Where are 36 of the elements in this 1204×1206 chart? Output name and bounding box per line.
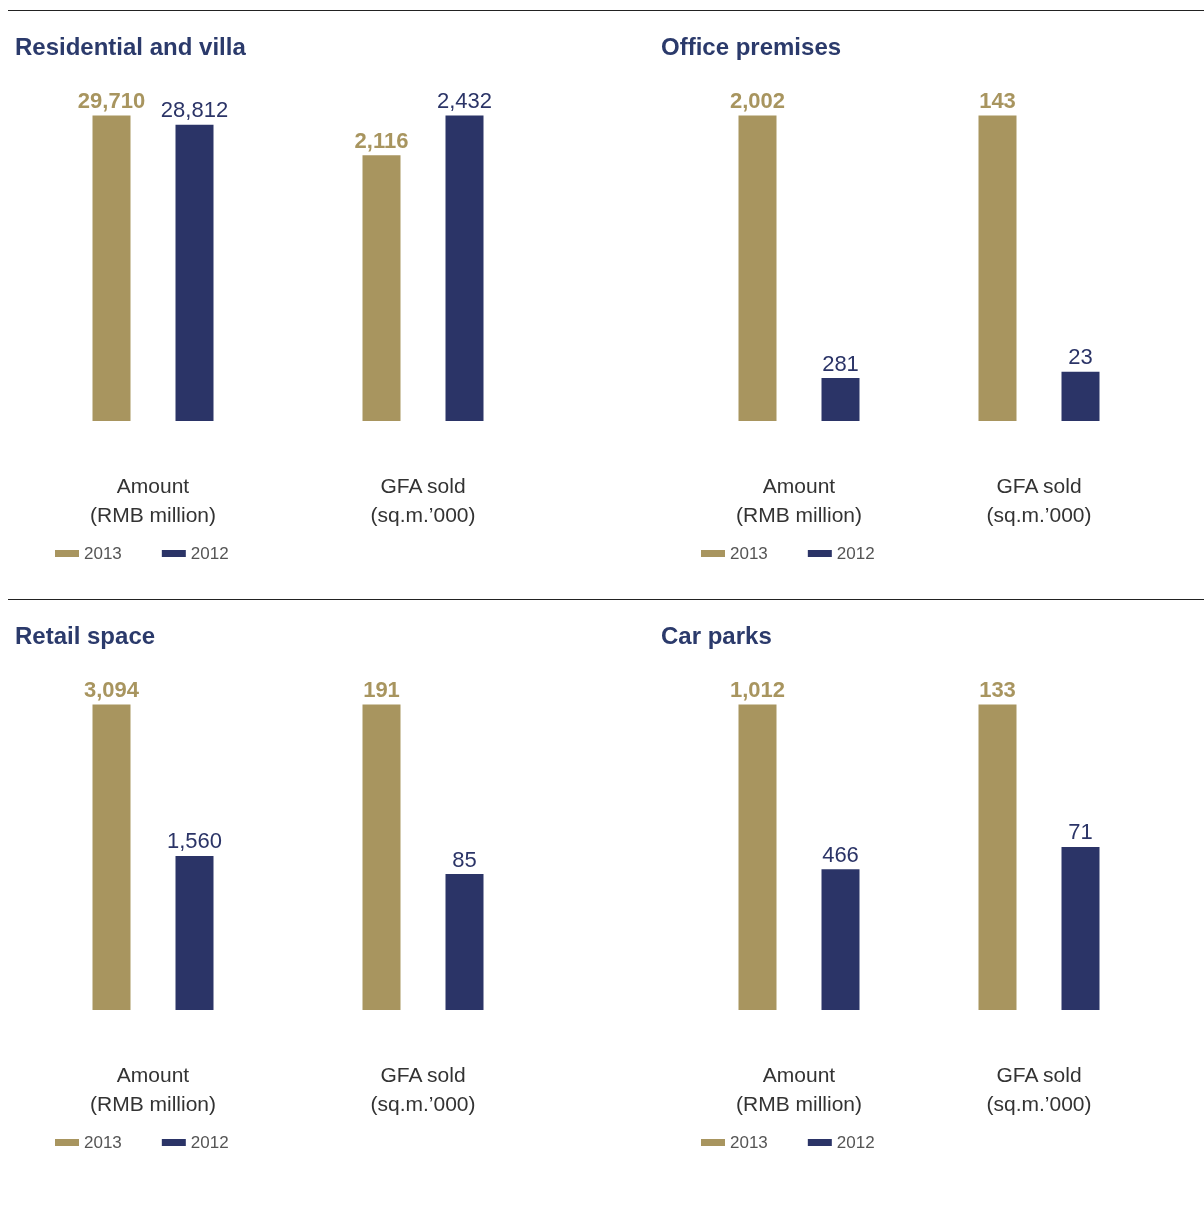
chart-title: Retail space [15, 621, 156, 649]
legend-label: 2012 [836, 544, 875, 563]
data-label: 3,094 [83, 676, 140, 702]
data-label: 23 [1068, 344, 1093, 370]
x-axis-title: GFA sold (sq.m.’000) [370, 474, 476, 526]
data-label: 133 [979, 676, 1016, 702]
x-axis-title: GFA sold (sq.m.’000) [986, 474, 1092, 526]
data-label: 281 [822, 350, 859, 376]
data-label: 71 [1068, 819, 1093, 845]
legend-label: 2013 [730, 544, 768, 563]
x-axis-title: GFA sold (sq.m.’000) [986, 1063, 1092, 1115]
data-label: 2,002 [729, 87, 786, 113]
chart-title: Office premises [661, 32, 842, 60]
chart-title: Car parks [661, 621, 772, 649]
x-axis-title: Amount (RMB million) [736, 474, 862, 526]
data-label: 28,812 [160, 97, 229, 123]
data-label: 466 [822, 841, 859, 867]
data-label: 1,012 [729, 676, 786, 702]
data-label: 143 [979, 87, 1016, 113]
data-label: 29,710 [77, 87, 146, 113]
legend-label: 2012 [836, 1133, 875, 1152]
x-axis-title: Amount (RMB million) [90, 474, 216, 526]
data-label: 191 [363, 676, 400, 702]
x-axis-title: Amount (RMB million) [736, 1063, 862, 1115]
data-label: 2,116 [354, 127, 409, 153]
legend-label: 2013 [84, 1133, 122, 1152]
data-label: 2,432 [436, 87, 493, 113]
legend-label: 2012 [190, 544, 229, 563]
legend-label: 2013 [84, 544, 122, 563]
legend-label: 2012 [190, 1133, 229, 1152]
data-label: 85 [452, 846, 477, 872]
data-label: 1,560 [166, 828, 223, 854]
x-axis-title: Amount (RMB million) [90, 1063, 216, 1115]
chart-title: Residential and villa [15, 32, 247, 60]
x-axis-title: GFA sold (sq.m.’000) [370, 1063, 476, 1115]
legend-label: 2013 [730, 1133, 768, 1152]
